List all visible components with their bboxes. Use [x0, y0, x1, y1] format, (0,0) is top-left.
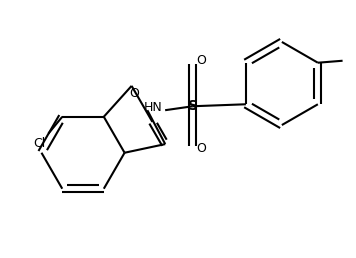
Text: Cl: Cl — [33, 137, 46, 150]
Text: O: O — [196, 142, 206, 155]
Text: O: O — [196, 54, 206, 67]
Text: S: S — [188, 99, 198, 113]
Text: HN: HN — [144, 101, 163, 114]
Text: O: O — [130, 87, 140, 100]
